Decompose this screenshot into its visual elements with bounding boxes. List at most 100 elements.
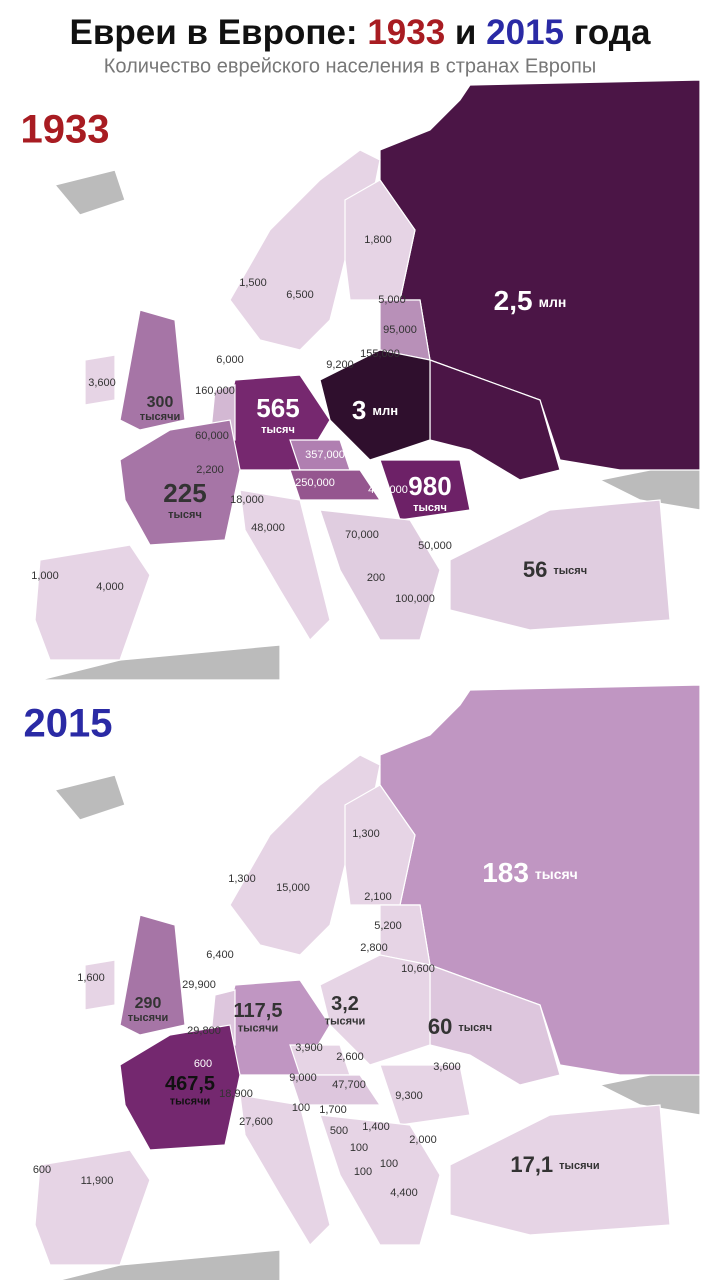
- label-value: 4,400: [390, 1187, 418, 1199]
- label-value: 467,5: [165, 1073, 215, 1095]
- label-value: 2,800: [360, 942, 388, 954]
- label-unit: тысяч: [413, 502, 447, 514]
- region-label: 300 тысячи: [140, 394, 180, 423]
- region-label: 3,600: [433, 1061, 461, 1073]
- region-label: 9,200: [326, 359, 354, 371]
- region: [39, 644, 281, 681]
- label-value: 15,000: [276, 882, 310, 894]
- label-value: 18,000: [230, 494, 264, 506]
- label-value: 200: [367, 572, 385, 584]
- region: [84, 959, 116, 1011]
- label-value: 6,000: [216, 354, 244, 366]
- title-part: и: [445, 13, 486, 52]
- map-2015: [34, 684, 701, 1280]
- label-unit: тысяч: [458, 1022, 492, 1034]
- label-value: 47,700: [332, 1079, 366, 1091]
- label-value: 5,000: [378, 294, 406, 306]
- region-label: 225 тысяч: [163, 478, 206, 521]
- region: [319, 509, 441, 641]
- region-label: 60 тысяч: [428, 1014, 492, 1039]
- label-value: 9,300: [395, 1090, 423, 1102]
- label-value: 1,700: [319, 1104, 347, 1116]
- label-value: 2,200: [196, 464, 224, 476]
- label-value: 1,500: [239, 277, 267, 289]
- region-label: 1,300: [228, 873, 256, 885]
- region-label: 9,000: [289, 1072, 317, 1084]
- label-unit: тысячи: [238, 1022, 278, 1034]
- region-label: 4,000: [96, 581, 124, 593]
- region-label: 290 тысячи: [128, 995, 168, 1024]
- label-value: 500: [330, 1125, 348, 1137]
- region-label: 100: [292, 1102, 310, 1114]
- region-label: 6,000: [216, 354, 244, 366]
- region-label: 6,500: [286, 289, 314, 301]
- label-value: 100: [350, 1142, 368, 1154]
- label-value: 27,600: [239, 1116, 273, 1128]
- label-value: 95,000: [383, 324, 417, 336]
- region-label: 445,000: [368, 484, 408, 496]
- label-value: 50,000: [418, 540, 452, 552]
- label-unit: тысячи: [170, 1095, 210, 1107]
- label-value: 5,200: [374, 920, 402, 932]
- region-label: 100,000: [395, 593, 435, 605]
- region-label: 70,000: [345, 529, 379, 541]
- label-value: 11,900: [81, 1175, 114, 1187]
- label-value: 3,600: [433, 1061, 461, 1073]
- label-value: 117,5: [234, 1000, 283, 1022]
- label-value: 2,100: [364, 891, 392, 903]
- label-value: 3,600: [88, 377, 116, 389]
- region-label: 250,000: [295, 477, 335, 489]
- label-value: 980: [408, 471, 451, 501]
- map-1933: [34, 79, 701, 681]
- region: [34, 544, 151, 661]
- region-label: 100: [350, 1142, 368, 1154]
- region-label: 56 тысяч: [523, 557, 587, 582]
- region-label: 357,000: [305, 449, 345, 461]
- label-unit: тысяч: [535, 866, 578, 882]
- label-value: 6,500: [286, 289, 314, 301]
- region-label: 3,900: [295, 1042, 323, 1054]
- region-label: 4,400: [390, 1187, 418, 1199]
- label-value: 2,600: [336, 1051, 364, 1063]
- label-value: 100,000: [395, 593, 435, 605]
- region-label: 50,000: [418, 540, 452, 552]
- label-value: 10,600: [401, 963, 435, 975]
- label-value: 1,300: [228, 873, 256, 885]
- region-label: 1,600: [77, 972, 105, 984]
- label-value: 1,300: [352, 828, 380, 840]
- label-value: 18,900: [219, 1088, 253, 1100]
- label-unit: тысячи: [140, 411, 180, 423]
- region-label: 200: [367, 572, 385, 584]
- region-label: 1,300: [352, 828, 380, 840]
- label-unit: млн: [539, 294, 567, 310]
- region-label: 1,800: [364, 234, 392, 246]
- region-label: 3 млн: [352, 395, 398, 425]
- region-label: 2,000: [409, 1134, 437, 1146]
- region: [57, 1249, 281, 1280]
- region-label: 29,900: [182, 979, 216, 991]
- region-label: 3,600: [88, 377, 116, 389]
- region: [239, 1094, 331, 1246]
- region-label: 2,600: [336, 1051, 364, 1063]
- region: [119, 914, 186, 1036]
- label-value: 29,900: [182, 979, 216, 991]
- label-value: 56: [523, 557, 547, 582]
- label-value: 290: [135, 995, 162, 1012]
- map-year: 1933: [21, 108, 110, 152]
- region-label: 155,000: [360, 348, 400, 360]
- label-unit: тысячи: [559, 1160, 599, 1172]
- region-label: 117,5 тысячи: [234, 1000, 283, 1034]
- label-value: 1,600: [77, 972, 105, 984]
- region-label: 18,900: [219, 1088, 253, 1100]
- region: [53, 169, 126, 216]
- label-value: 1,400: [362, 1121, 390, 1133]
- region-label: 47,700: [332, 1079, 366, 1091]
- region-label: 18,000: [230, 494, 264, 506]
- label-value: 300: [147, 394, 174, 411]
- region-label: 2,200: [196, 464, 224, 476]
- region-label: 183 тысяч: [482, 857, 578, 888]
- region-label: 980 тысяч: [408, 471, 451, 514]
- label-value: 183: [482, 857, 529, 888]
- region-label: 2,800: [360, 942, 388, 954]
- label-value: 600: [33, 1164, 51, 1176]
